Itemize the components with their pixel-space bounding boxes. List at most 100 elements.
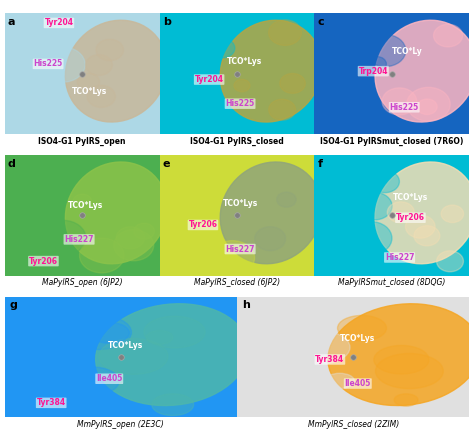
Text: TCO*Lys: TCO*Lys — [72, 87, 108, 96]
Text: b: b — [163, 17, 171, 27]
Text: ISO4-G1 PylRS_open: ISO4-G1 PylRS_open — [38, 136, 126, 146]
Circle shape — [64, 367, 119, 395]
Circle shape — [375, 354, 443, 389]
Circle shape — [170, 232, 212, 265]
Circle shape — [355, 104, 374, 119]
Circle shape — [77, 73, 100, 90]
Ellipse shape — [3, 298, 169, 404]
Circle shape — [87, 85, 115, 107]
Circle shape — [34, 243, 78, 278]
Text: TCO*Lys: TCO*Lys — [68, 201, 103, 210]
Circle shape — [337, 315, 386, 341]
Circle shape — [269, 99, 295, 120]
Ellipse shape — [375, 162, 474, 264]
Circle shape — [417, 99, 437, 115]
Circle shape — [405, 215, 435, 238]
Text: His227: His227 — [64, 235, 94, 244]
Circle shape — [99, 338, 168, 374]
Text: MaPylRS_open (6JP2): MaPylRS_open (6JP2) — [42, 279, 122, 288]
Circle shape — [234, 79, 250, 92]
Text: Trp204: Trp204 — [358, 66, 388, 76]
Text: Ile405: Ile405 — [345, 379, 371, 388]
Ellipse shape — [96, 304, 248, 405]
Text: a: a — [8, 17, 15, 27]
Circle shape — [266, 359, 301, 377]
Text: ISO4-G1 PylRS_closed: ISO4-G1 PylRS_closed — [190, 136, 284, 146]
Circle shape — [144, 316, 205, 348]
Ellipse shape — [65, 20, 167, 122]
Circle shape — [325, 373, 355, 389]
Circle shape — [327, 46, 344, 59]
Circle shape — [65, 315, 131, 350]
Ellipse shape — [158, 156, 269, 263]
Circle shape — [134, 223, 155, 239]
Circle shape — [280, 74, 305, 93]
Circle shape — [170, 58, 213, 92]
Circle shape — [207, 169, 226, 183]
Circle shape — [22, 377, 85, 411]
Circle shape — [116, 227, 145, 249]
Ellipse shape — [313, 14, 424, 121]
Text: c: c — [318, 17, 324, 27]
Circle shape — [283, 330, 350, 365]
Circle shape — [210, 39, 235, 58]
Text: TCO*Lys: TCO*Lys — [393, 193, 428, 202]
Text: TCO*Ly: TCO*Ly — [392, 47, 423, 56]
Text: TCO*Lys: TCO*Lys — [227, 57, 263, 66]
Text: His225: His225 — [226, 99, 255, 108]
Text: f: f — [318, 159, 322, 169]
Circle shape — [40, 47, 85, 82]
Text: His227: His227 — [225, 245, 255, 253]
Text: Tyr204: Tyr204 — [195, 75, 224, 84]
Text: His227: His227 — [385, 253, 414, 262]
Circle shape — [146, 330, 173, 344]
Circle shape — [277, 192, 296, 207]
Text: MmPylRS_closed (2ZIM): MmPylRS_closed (2ZIM) — [308, 420, 399, 429]
Circle shape — [210, 241, 255, 275]
Circle shape — [80, 238, 124, 273]
Circle shape — [371, 171, 400, 193]
Text: Tyr384: Tyr384 — [36, 398, 66, 408]
Circle shape — [256, 316, 315, 346]
Circle shape — [387, 202, 414, 223]
Circle shape — [167, 85, 187, 101]
Text: TCO*Lys: TCO*Lys — [222, 199, 258, 208]
Ellipse shape — [328, 304, 474, 405]
Text: g: g — [9, 300, 17, 311]
Text: h: h — [242, 300, 249, 311]
Ellipse shape — [220, 20, 322, 122]
Circle shape — [73, 194, 92, 209]
Circle shape — [367, 57, 386, 72]
Circle shape — [90, 323, 129, 343]
Text: MaPylRSmut_closed (8DQG): MaPylRSmut_closed (8DQG) — [338, 279, 446, 288]
Text: His225: His225 — [34, 59, 63, 68]
Text: MaPylRS_closed (6JP2): MaPylRS_closed (6JP2) — [194, 279, 280, 288]
Circle shape — [255, 227, 285, 251]
Ellipse shape — [375, 20, 474, 122]
Ellipse shape — [4, 156, 114, 263]
Text: ISO4-G1 PylRSmut_closed (7R6O): ISO4-G1 PylRSmut_closed (7R6O) — [320, 136, 464, 146]
Circle shape — [172, 169, 192, 185]
Text: e: e — [163, 159, 170, 169]
Circle shape — [41, 220, 86, 256]
Text: Tyr206: Tyr206 — [396, 213, 425, 222]
Circle shape — [269, 20, 301, 46]
Text: His225: His225 — [390, 103, 419, 112]
Circle shape — [365, 35, 406, 66]
Ellipse shape — [65, 162, 167, 264]
Ellipse shape — [313, 156, 424, 263]
Ellipse shape — [158, 14, 269, 121]
Circle shape — [11, 192, 30, 207]
Text: Tyr204: Tyr204 — [45, 19, 73, 27]
Circle shape — [19, 23, 58, 54]
Text: MmPylRS_open (2E3C): MmPylRS_open (2E3C) — [77, 420, 164, 429]
Circle shape — [96, 39, 124, 61]
Circle shape — [356, 192, 392, 220]
Circle shape — [382, 88, 417, 115]
Circle shape — [374, 346, 429, 374]
Circle shape — [152, 394, 194, 416]
Circle shape — [349, 222, 392, 255]
Circle shape — [437, 251, 464, 272]
Circle shape — [86, 54, 112, 75]
Text: Tyr206: Tyr206 — [29, 256, 58, 266]
